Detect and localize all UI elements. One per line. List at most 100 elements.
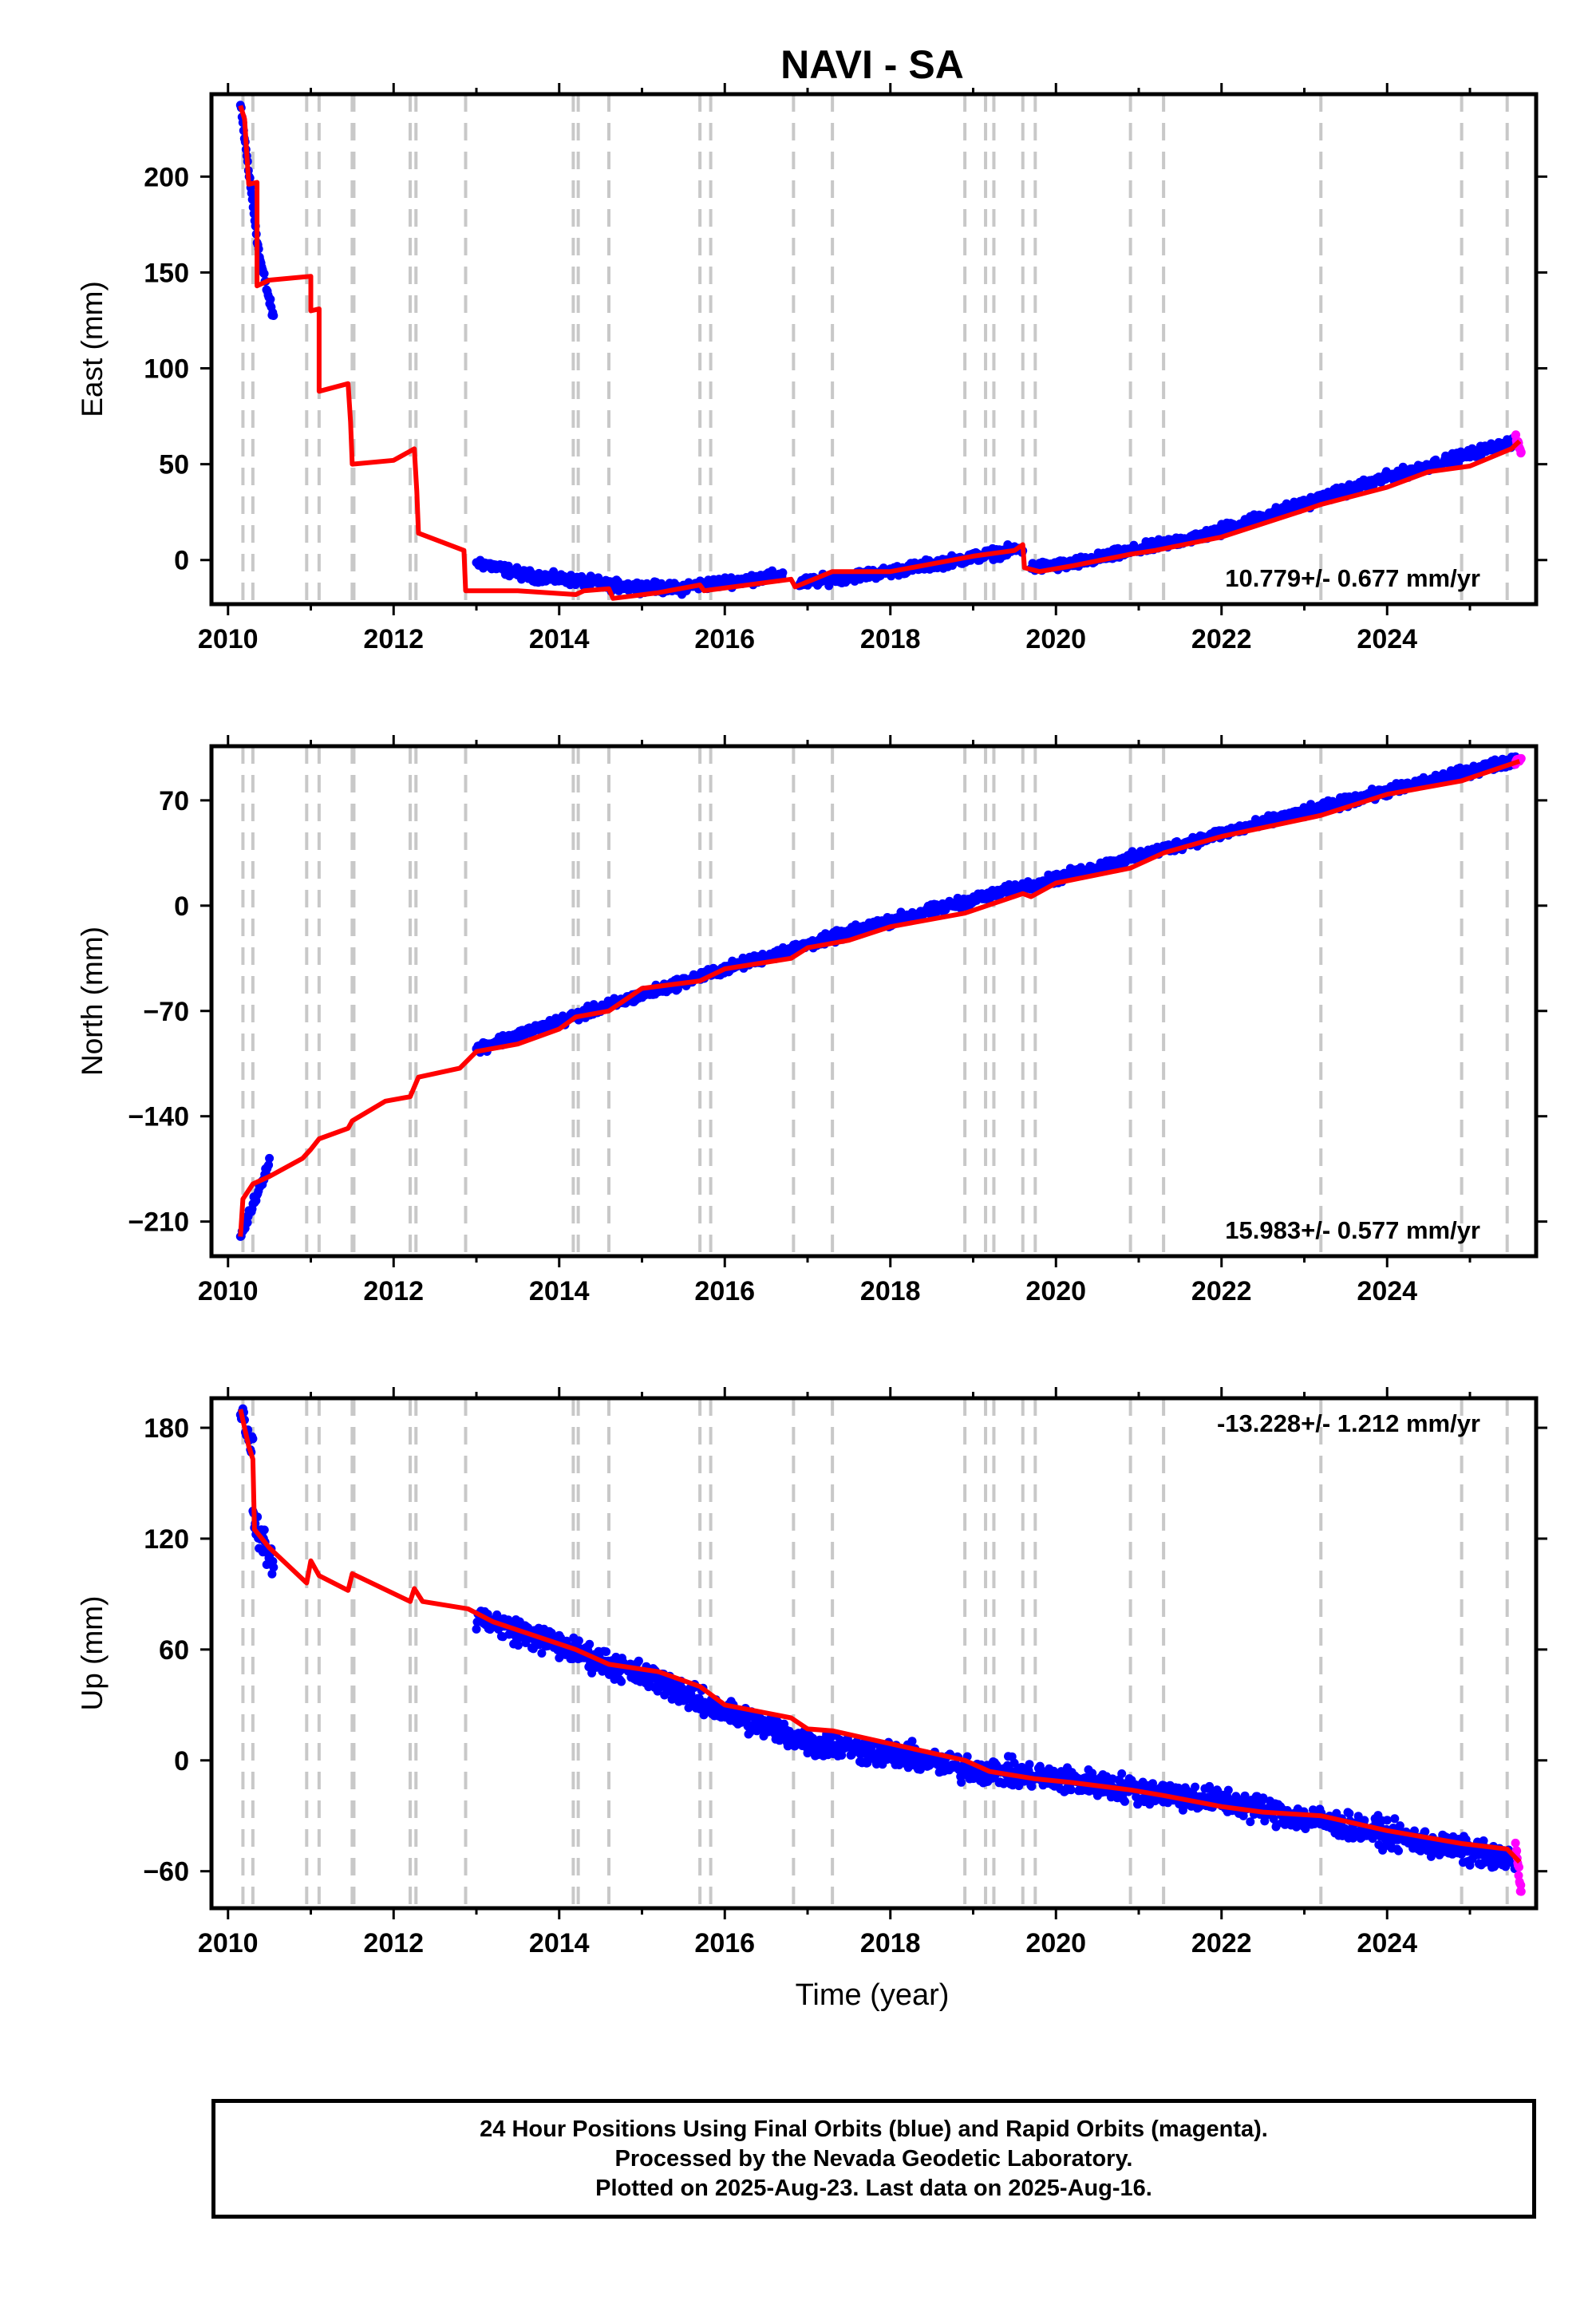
- footer-line-3: Plotted on 2025-Aug-23. Last data on 202…: [595, 2175, 1152, 2201]
- north-y-tick-label: 70: [159, 786, 189, 816]
- north-y-tick-label: −210: [128, 1207, 189, 1238]
- up-final-point: [1258, 1793, 1268, 1803]
- up-plot-area: [235, 1398, 1526, 1908]
- up-final-point: [957, 1777, 966, 1787]
- north-x-tick-label: 2012: [363, 1276, 424, 1306]
- up-y-tick-label: 180: [144, 1413, 189, 1444]
- footer-note-box: 24 Hour Positions Using Final Orbits (bl…: [211, 2099, 1536, 2219]
- up-rapid-point: [1515, 1863, 1523, 1872]
- up-x-tick-label: 2016: [694, 1928, 755, 1958]
- up-final-point: [1420, 1827, 1430, 1836]
- east-x-tick-label: 2010: [198, 624, 259, 654]
- up-final-point: [1117, 1769, 1127, 1778]
- up-final-point: [1394, 1846, 1403, 1856]
- up-final-point: [1120, 1796, 1129, 1806]
- footer-line-2: Processed by the Nevada Geodetic Laborat…: [614, 2145, 1133, 2172]
- north-plot-frame: [209, 744, 1539, 1259]
- north-y-tick-label: 0: [174, 891, 189, 922]
- chart-title: NAVI - SA: [780, 42, 964, 87]
- up-final-point: [1395, 1821, 1404, 1831]
- up-final-point: [745, 1728, 755, 1737]
- up-plot-frame: [209, 1396, 1539, 1911]
- east-x-tick-label: 2018: [860, 624, 921, 654]
- north-y-tick-label: −70: [143, 997, 189, 1027]
- east-final-point: [269, 311, 279, 320]
- up-final-point: [574, 1636, 583, 1646]
- east-final-point: [778, 568, 788, 578]
- east-y-tick-label: 0: [174, 546, 189, 576]
- up-final-point: [1027, 1781, 1037, 1791]
- up-final-point: [602, 1647, 611, 1657]
- up-y-tick-label: 120: [144, 1524, 189, 1555]
- up-final-point: [1390, 1814, 1400, 1824]
- east-y-tick-label: 50: [159, 450, 189, 480]
- up-final-point: [269, 1563, 279, 1572]
- up-rapid-point: [1511, 1838, 1520, 1848]
- east-x-tick-label: 2022: [1191, 624, 1252, 654]
- up-final-point: [248, 1434, 258, 1444]
- east-plot-frame: [209, 92, 1539, 607]
- footer-line-1: 24 Hour Positions Using Final Orbits (bl…: [480, 2116, 1268, 2142]
- east-y-tick-label: 100: [144, 354, 189, 385]
- up-y-tick-label: 0: [174, 1746, 189, 1777]
- up-x-tick-label: 2018: [860, 1928, 921, 1958]
- up-final-point: [1479, 1836, 1488, 1845]
- east-final-point: [266, 294, 275, 304]
- east-x-tick-label: 2024: [1357, 624, 1417, 654]
- up-y-tick-label: −60: [143, 1857, 189, 1887]
- up-final-point: [259, 1525, 269, 1535]
- up-final-point: [513, 1641, 523, 1650]
- north-model-line: [238, 758, 1521, 1237]
- east-final-point: [247, 195, 257, 204]
- up-rapid-point: [1512, 1846, 1522, 1856]
- up-x-tick-label: 2022: [1191, 1928, 1252, 1958]
- up-final-point: [1025, 1760, 1034, 1769]
- up-final-point: [1205, 1781, 1215, 1791]
- north-y-tick-label: −140: [128, 1102, 189, 1132]
- up-model-line: [238, 1409, 1522, 1864]
- x-axis-label: Time (year): [796, 1978, 950, 2012]
- up-final-point: [1066, 1785, 1076, 1795]
- up-final-point: [267, 1569, 277, 1579]
- east-rate-label: 10.779+/- 0.677 mm/yr: [1225, 564, 1480, 592]
- east-plot-area: [235, 94, 1526, 604]
- up-final-point: [1178, 1805, 1187, 1815]
- north-x-tick-label: 2014: [529, 1276, 590, 1306]
- up-final-point: [1191, 1782, 1200, 1792]
- east-y-tick-label: 200: [144, 162, 189, 192]
- east-y-axis-label: East (mm): [76, 281, 109, 417]
- up-final-point: [617, 1677, 626, 1686]
- east-x-tick-label: 2020: [1025, 624, 1086, 654]
- east-model-line: [238, 105, 1522, 601]
- up-rapid-point: [1516, 1887, 1526, 1896]
- north-final-point: [264, 1160, 274, 1170]
- north-y-axis-label: North (mm): [76, 927, 109, 1076]
- north-x-tick-label: 2016: [694, 1276, 755, 1306]
- up-final-point: [472, 1624, 481, 1634]
- north-x-tick-label: 2018: [860, 1276, 921, 1306]
- up-final-point: [1223, 1785, 1233, 1795]
- north-plot-area: [235, 746, 1526, 1256]
- east-panel: 2010 2012 2014 2016 2018 2020 2022 2024 0 50 100 15…: [76, 83, 1547, 654]
- up-final-point: [907, 1737, 917, 1746]
- up-x-tick-label: 2010: [198, 1928, 259, 1958]
- north-x-tick-label: 2024: [1357, 1276, 1417, 1306]
- up-final-point: [1246, 1817, 1255, 1827]
- east-final-point: [259, 269, 269, 279]
- up-y-axis-label: Up (mm): [76, 1596, 109, 1711]
- up-x-tick-label: 2012: [363, 1928, 424, 1958]
- up-rapid-point: [1516, 1880, 1526, 1890]
- up-final-point: [537, 1649, 547, 1658]
- up-y-tick-label: 60: [159, 1635, 189, 1666]
- up-rate-label: -13.228+/- 1.212 mm/yr: [1217, 1409, 1480, 1437]
- up-final-point: [634, 1656, 643, 1666]
- east-rapid-point: [1516, 448, 1526, 457]
- up-x-tick-label: 2014: [529, 1928, 590, 1958]
- up-final-point: [1360, 1816, 1369, 1825]
- north-x-tick-label: 2010: [198, 1276, 259, 1306]
- east-y-tick-label: 150: [144, 258, 189, 288]
- east-x-tick-label: 2016: [694, 624, 755, 654]
- north-x-tick-label: 2022: [1191, 1276, 1252, 1306]
- up-x-tick-label: 2020: [1025, 1928, 1086, 1958]
